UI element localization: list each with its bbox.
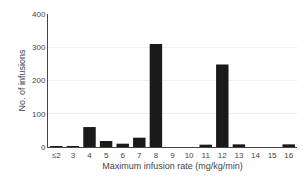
svg-text:14: 14 (251, 151, 260, 160)
svg-text:200: 200 (32, 76, 46, 85)
svg-text:4: 4 (87, 151, 92, 160)
svg-text:12: 12 (218, 151, 227, 160)
svg-text:7: 7 (137, 151, 142, 160)
svg-text:100: 100 (32, 110, 46, 119)
svg-text:8: 8 (154, 151, 159, 160)
svg-text:11: 11 (202, 151, 211, 160)
svg-text:16: 16 (284, 151, 293, 160)
svg-text:300: 300 (32, 43, 46, 52)
svg-text:400: 400 (32, 10, 46, 19)
svg-text:No. of infusions: No. of infusions (17, 49, 27, 112)
svg-text:3: 3 (71, 151, 76, 160)
svg-text:Maximum infusion rate (mg/kg/m: Maximum infusion rate (mg/kg/min) (102, 161, 243, 171)
svg-text:≤2: ≤2 (52, 151, 61, 160)
svg-text:5: 5 (104, 151, 109, 160)
svg-text:10: 10 (185, 151, 194, 160)
svg-text:15: 15 (268, 151, 277, 160)
svg-text:6: 6 (120, 151, 125, 160)
svg-text:0: 0 (41, 143, 46, 152)
svg-text:13: 13 (234, 151, 243, 160)
svg-text:9: 9 (170, 151, 175, 160)
